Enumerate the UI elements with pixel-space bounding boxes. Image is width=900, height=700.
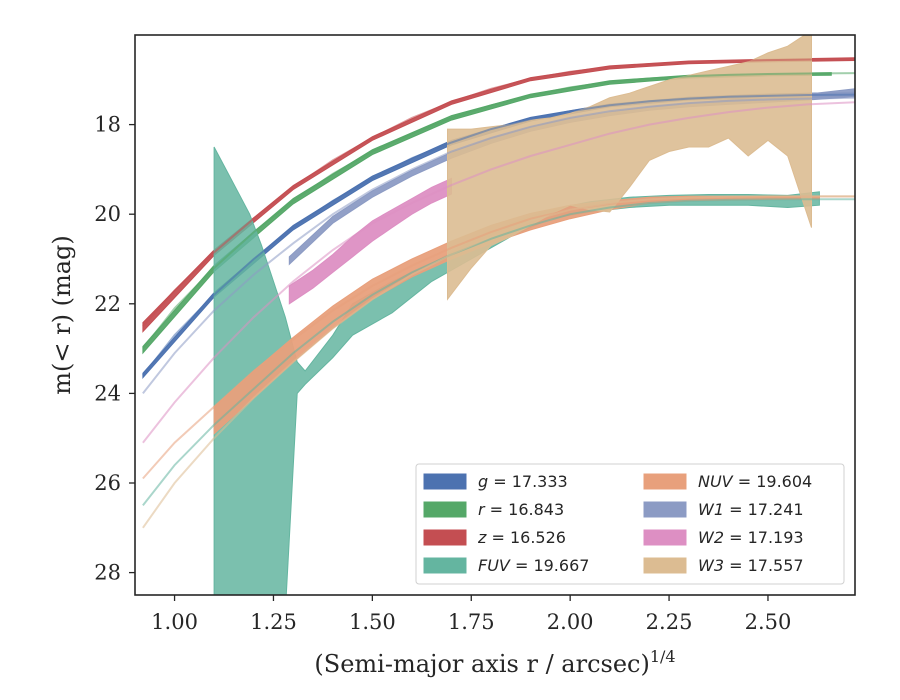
legend-swatch-g bbox=[423, 473, 467, 490]
x-tick-label: 2.00 bbox=[547, 610, 594, 634]
model-curve-g bbox=[142, 93, 855, 377]
legend-label-w2: W2 = 17.193 bbox=[698, 528, 804, 547]
x-tick-label: 1.50 bbox=[349, 610, 396, 634]
y-tick-label: 24 bbox=[94, 381, 121, 405]
legend-label-z: z = 16.526 bbox=[477, 528, 566, 547]
model-curve-fuv bbox=[142, 198, 855, 507]
legend-box bbox=[415, 463, 845, 585]
x-tick-label: 1.00 bbox=[151, 610, 198, 634]
x-tick-label: 1.75 bbox=[448, 610, 495, 634]
legend-swatch-w2 bbox=[643, 529, 687, 546]
legend-swatch-nuv bbox=[643, 473, 687, 490]
legend-label-r: r = 16.843 bbox=[478, 500, 564, 519]
band-fuv bbox=[213, 146, 820, 595]
model-curve-z bbox=[142, 57, 855, 327]
y-tick-label: 28 bbox=[94, 561, 121, 585]
legend-swatch-w3 bbox=[643, 557, 687, 574]
legend: g = 17.333 r = 16.843 z = 16.526 FUV = 19.6… bbox=[415, 463, 845, 585]
y-tick-label: 20 bbox=[94, 202, 121, 226]
plot-frame bbox=[134, 34, 856, 596]
x-axis-title: (Semi-major axis r / arcsec)1/4 bbox=[314, 647, 675, 678]
x-tick-label: 1.25 bbox=[250, 610, 297, 634]
x-axis-title-superscript: 1/4 bbox=[650, 647, 676, 666]
legend-label-w3: W3 = 17.557 bbox=[698, 556, 804, 575]
y-tick-label: 26 bbox=[94, 471, 121, 495]
y-axis-title: m(< r) (mag) bbox=[48, 235, 76, 394]
legend-swatch-w1 bbox=[643, 501, 687, 518]
model-curve-w2 bbox=[142, 101, 855, 444]
legend-label-g: g = 17.333 bbox=[478, 472, 568, 491]
legend-label-nuv: NUV = 19.604 bbox=[698, 472, 812, 491]
model-curves bbox=[142, 57, 855, 529]
legend-swatch-z bbox=[423, 529, 467, 546]
y-axis-ticks: 18 20 22 24 26 28 bbox=[94, 113, 135, 585]
y-tick-label: 18 bbox=[94, 113, 121, 137]
legend-label-w1: W1 = 17.241 bbox=[698, 500, 804, 519]
x-tick-label: 2.50 bbox=[745, 610, 792, 634]
legend-label-fuv: FUV = 19.667 bbox=[478, 556, 589, 575]
band-r bbox=[142, 72, 832, 355]
model-curve-r bbox=[142, 72, 855, 350]
model-curve-w3 bbox=[142, 195, 855, 529]
x-axis-ticks: 1.00 1.25 1.50 1.75 2.00 2.25 2.50 bbox=[151, 595, 791, 634]
y-tick-label: 22 bbox=[94, 292, 121, 316]
x-tick-label: 2.25 bbox=[646, 610, 693, 634]
legend-swatch-r bbox=[423, 501, 467, 518]
legend-swatch-fuv bbox=[423, 557, 467, 574]
model-curve-w1 bbox=[142, 96, 855, 395]
